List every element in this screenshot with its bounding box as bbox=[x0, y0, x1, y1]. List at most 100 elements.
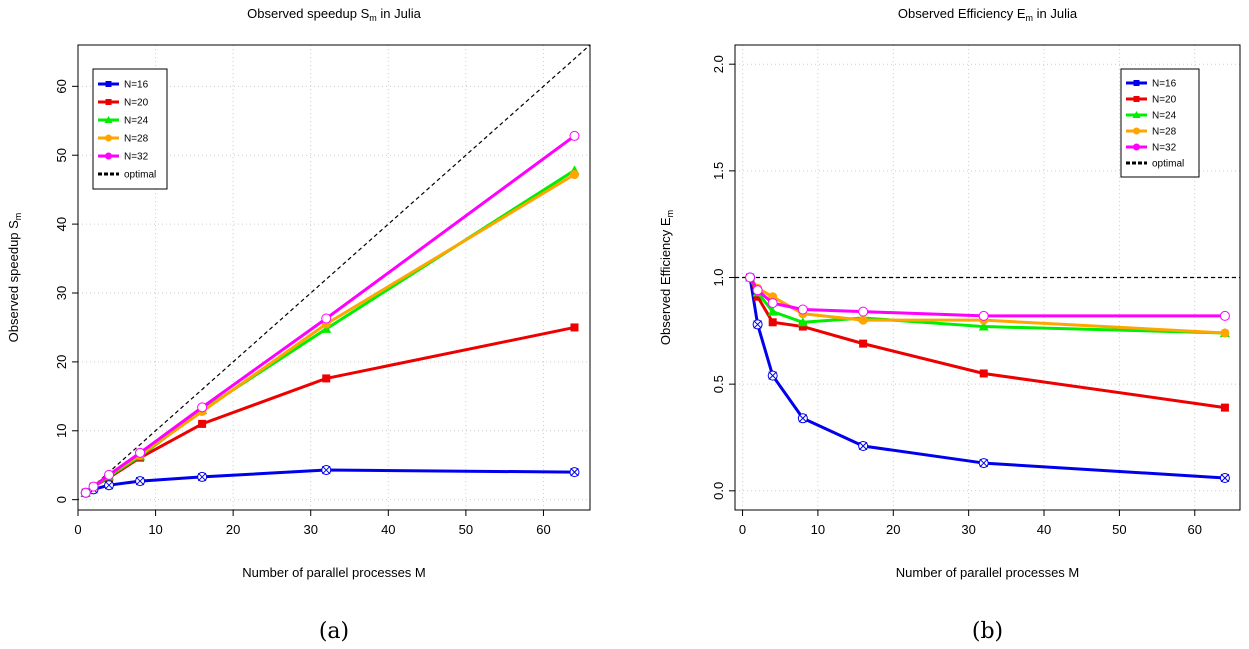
x-tick-label: 50 bbox=[1112, 522, 1126, 537]
legend-entry: N=28 bbox=[1152, 127, 1177, 138]
data-point-outline bbox=[321, 313, 332, 324]
data-point-cross bbox=[136, 477, 144, 485]
y-axis-label: Observed speedup Sm bbox=[6, 213, 23, 343]
data-point-n20 bbox=[859, 339, 868, 348]
legend-marker bbox=[1133, 127, 1140, 135]
chart-title: Observed speedup Sm in Julia bbox=[247, 6, 421, 23]
data-point-cross bbox=[769, 372, 777, 379]
y-tick-label: 30 bbox=[54, 286, 69, 300]
legend: N=16 N=20 N=24 N=28 N=32 optimal bbox=[92, 68, 168, 190]
x-tick-label: 60 bbox=[1188, 522, 1202, 537]
legend-marker bbox=[104, 116, 113, 123]
legend-entry: N=20 bbox=[1152, 95, 1177, 106]
data-point-outline bbox=[1219, 310, 1230, 321]
legend-entry: N=16 bbox=[1152, 79, 1177, 90]
legend-entry: optimal bbox=[1152, 159, 1184, 170]
x-axis-label: Number of parallel processes M bbox=[242, 565, 426, 580]
data-point-n24 bbox=[797, 317, 808, 327]
legend-marker bbox=[105, 152, 112, 160]
data-point-n28 bbox=[569, 170, 579, 180]
y-axis-label: Observed Efficiency Em bbox=[658, 210, 675, 345]
data-point-outline bbox=[767, 298, 778, 309]
data-point-n20 bbox=[798, 322, 807, 331]
subfigure-caption: (a) bbox=[319, 619, 349, 644]
data-point-outline bbox=[797, 304, 808, 315]
series-line-n24 bbox=[748, 276, 1225, 335]
data-point-outline bbox=[104, 469, 115, 480]
series-line-n28 bbox=[748, 276, 1226, 335]
data-point-cross bbox=[571, 468, 578, 476]
x-tick-label: 20 bbox=[226, 522, 240, 537]
data-point-cross bbox=[754, 321, 761, 328]
x-tick-label: 0 bbox=[739, 522, 746, 537]
legend-marker bbox=[1133, 143, 1140, 151]
x-tick-label: 40 bbox=[381, 522, 395, 537]
data-point-outline bbox=[858, 306, 869, 317]
data-point-n28 bbox=[858, 315, 868, 325]
data-point-cross bbox=[980, 459, 988, 467]
data-point-n20 bbox=[1220, 403, 1229, 412]
y-tick-label: 60 bbox=[54, 79, 69, 93]
chart-speedup: Observed speedup Sm in Julia 0 10 20 30 40 50 6… bbox=[6, 6, 591, 644]
y-tick-label: 20 bbox=[54, 355, 69, 369]
x-tick-label: 60 bbox=[536, 522, 550, 537]
legend-marker bbox=[1133, 80, 1140, 86]
y-tick-label: 50 bbox=[54, 148, 69, 162]
data-point-cross bbox=[322, 466, 330, 474]
x-tick-label: 10 bbox=[148, 522, 162, 537]
legend-entry: optimal bbox=[124, 170, 156, 181]
y-tick-label: 0.0 bbox=[711, 482, 726, 500]
legend-entry: N=20 bbox=[124, 98, 149, 109]
chart-title: Observed Efficiency Em in Julia bbox=[898, 6, 1078, 23]
data-point-n20 bbox=[753, 292, 762, 301]
data-point-cross bbox=[859, 442, 867, 450]
legend-marker bbox=[105, 99, 112, 105]
series-line-n32 bbox=[748, 276, 1225, 318]
y-tick-label: 1.0 bbox=[711, 268, 726, 286]
x-tick-label: 40 bbox=[1037, 522, 1051, 537]
subfigure-caption: (b) bbox=[972, 619, 1003, 644]
data-point-n20 bbox=[570, 323, 579, 332]
data-point-n28 bbox=[1220, 328, 1230, 338]
y-tick-label: 2.0 bbox=[711, 55, 726, 73]
data-point-outline bbox=[197, 402, 208, 413]
data-point-outline bbox=[569, 130, 580, 141]
data-point-outline bbox=[978, 310, 989, 321]
legend-entry: N=32 bbox=[124, 152, 149, 163]
y-tick-label: 1.5 bbox=[711, 162, 726, 180]
legend-marker bbox=[105, 81, 112, 87]
y-tick-label: 0 bbox=[54, 496, 69, 503]
data-point-n24 bbox=[978, 321, 989, 331]
data-point-outline bbox=[752, 285, 763, 296]
legend-entry: N=24 bbox=[1152, 111, 1177, 122]
data-point-cross bbox=[799, 414, 807, 422]
y-tick-label: 40 bbox=[54, 217, 69, 231]
legend: N=16 N=20 N=24 N=28 N=32 optimal bbox=[1120, 68, 1200, 178]
data-point-cross bbox=[105, 481, 113, 489]
legend-box bbox=[92, 68, 168, 190]
data-point-n20 bbox=[198, 419, 207, 428]
legend-entry: N=28 bbox=[124, 134, 149, 145]
legend-entry: N=32 bbox=[1152, 143, 1177, 154]
x-axis-label: Number of parallel processes M bbox=[896, 565, 1080, 580]
data-point-outline bbox=[80, 487, 91, 498]
legend-entry: N=16 bbox=[124, 80, 149, 91]
x-tick-label: 0 bbox=[74, 522, 81, 537]
x-tick-label: 10 bbox=[811, 522, 825, 537]
x-tick-label: 30 bbox=[961, 522, 975, 537]
x-tick-label: 50 bbox=[459, 522, 473, 537]
optimal-reference-line bbox=[78, 45, 590, 501]
series-line-n28 bbox=[84, 173, 576, 494]
legend-marker bbox=[1132, 111, 1141, 118]
plot-frame bbox=[77, 44, 591, 511]
data-point-n20 bbox=[979, 369, 988, 378]
data-point-cross bbox=[198, 473, 206, 481]
data-point-cross bbox=[1221, 474, 1229, 482]
data-point-outline bbox=[88, 481, 99, 492]
series-line-n16 bbox=[748, 277, 1226, 480]
data-point-n20 bbox=[768, 318, 777, 327]
chart-efficiency: Observed Efficiency Em in Julia 0 10 20 30 40… bbox=[658, 6, 1241, 644]
data-point-n20 bbox=[322, 374, 331, 383]
legend-box bbox=[1120, 68, 1200, 178]
